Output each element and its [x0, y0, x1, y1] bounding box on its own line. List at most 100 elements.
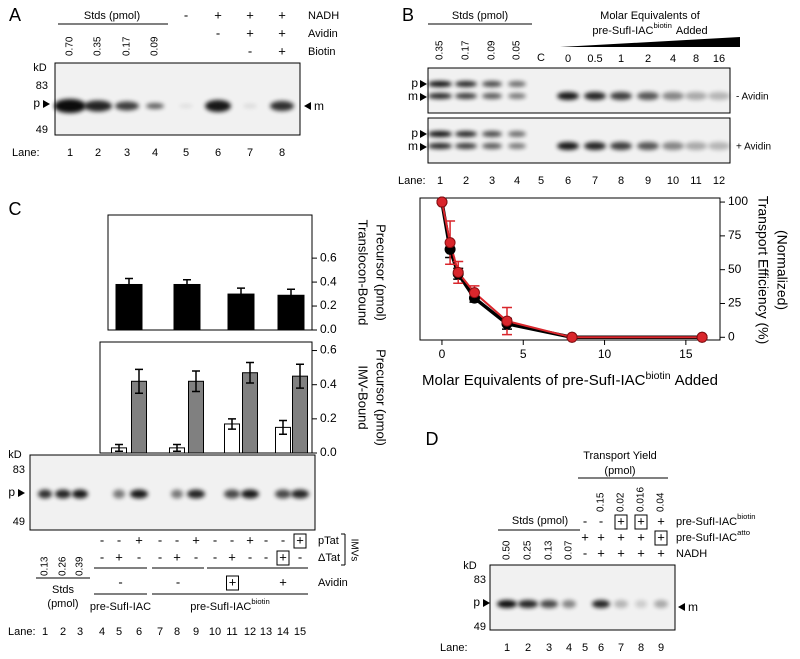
- gel-band: [584, 142, 606, 150]
- sign: +: [246, 25, 254, 40]
- lane-number: 4: [99, 626, 105, 638]
- gel-band: [610, 92, 632, 100]
- sign: +: [657, 545, 665, 560]
- row-name: ΔTat: [318, 552, 340, 564]
- panel-label: C: [9, 199, 22, 219]
- lane-number: 12: [244, 626, 256, 638]
- gel-band: [146, 103, 164, 109]
- sign: -: [176, 574, 180, 589]
- sign: +: [617, 529, 625, 544]
- yield-amount: 0.15: [596, 492, 607, 512]
- y-tick-label: 0.6: [320, 250, 337, 264]
- lane-number: 11: [690, 175, 701, 187]
- yield-amount: 0.04: [656, 492, 667, 512]
- gel-band: [179, 104, 193, 108]
- sign: +: [135, 532, 143, 547]
- arrow: [43, 100, 50, 108]
- lane-title: Lane:: [398, 175, 426, 187]
- gel-band: [557, 142, 579, 150]
- sign: -: [158, 549, 162, 564]
- lane-number: 3: [546, 642, 552, 654]
- error-bar: [296, 363, 304, 389]
- label-text: pre-SufI-IAC: [676, 532, 737, 544]
- sign: +: [115, 549, 123, 564]
- y-axis-label: Transport Efficiency (%): [755, 196, 771, 345]
- lane-number: 3: [489, 175, 495, 187]
- sign: +: [246, 7, 254, 22]
- y-tick-label: 0.0: [320, 445, 337, 459]
- gel-band: [482, 93, 502, 99]
- lane-title: Lane:: [8, 626, 36, 638]
- sign: -: [184, 7, 188, 22]
- sign-box: [634, 514, 648, 530]
- gel-band: [428, 143, 452, 149]
- equivalent: 4: [670, 53, 676, 65]
- yield-amount: 0.016: [636, 487, 647, 512]
- error-bar: [173, 443, 181, 453]
- gel-band: [592, 600, 610, 608]
- error-bar: [287, 288, 295, 302]
- panel-label: B: [402, 5, 414, 25]
- std-amount: 0.13: [40, 556, 51, 576]
- label: p: [473, 595, 480, 609]
- sign: +: [246, 532, 254, 547]
- sign: -: [248, 43, 252, 58]
- gel-band: [614, 600, 628, 608]
- y-axis-label: Translocon-Bound: [356, 220, 371, 326]
- label: m: [408, 89, 418, 103]
- y-tick-label: 75: [728, 228, 742, 242]
- gel-band: [130, 489, 148, 499]
- label-text: pre-SufI-IAC: [90, 601, 151, 613]
- sign: +: [637, 513, 645, 528]
- error-bar: [279, 419, 287, 435]
- lane-number: 1: [437, 175, 443, 187]
- gel-band: [187, 489, 205, 499]
- gel-band: [205, 100, 231, 112]
- equivalent: 16: [713, 53, 725, 65]
- stds-label: (pmol): [47, 598, 78, 610]
- gel: [427, 67, 731, 114]
- label-text: ΔTat: [318, 552, 340, 564]
- error-bar: [115, 443, 123, 453]
- lane-number: 12: [713, 175, 725, 187]
- lane-number: 11: [226, 626, 237, 638]
- superscript: biotin: [737, 512, 755, 521]
- sign: +: [617, 513, 625, 528]
- y-tick-label: 25: [728, 296, 742, 310]
- gel-band: [482, 143, 502, 149]
- label-text: Avidin: [318, 577, 348, 589]
- kd-label: kD: [463, 560, 477, 572]
- bar: [115, 283, 143, 331]
- std-amount: 0.17: [122, 36, 133, 56]
- data-point: [501, 315, 513, 327]
- std-amount: 0.13: [544, 540, 555, 560]
- x-axis-label: Molar Equivalents of pre-SufI-IACbiotin A…: [422, 370, 718, 389]
- error-bar: [237, 287, 245, 301]
- gel-band: [291, 489, 309, 499]
- lane-number: 10: [209, 626, 221, 638]
- sign: +: [214, 7, 222, 22]
- gel-band: [171, 489, 183, 499]
- label-tail: Added: [675, 372, 718, 389]
- std-amount: 0.39: [75, 556, 86, 576]
- gel-band: [455, 93, 477, 99]
- yield-amount: 0.02: [616, 492, 627, 512]
- row-name: Avidin: [318, 577, 348, 589]
- header: (pmol): [604, 465, 635, 477]
- construct-label: pre-SufI-IAC: [90, 601, 151, 613]
- x-tick-label: 10: [598, 347, 612, 361]
- superscript: atto: [737, 528, 750, 537]
- gel-band: [482, 131, 502, 137]
- y-axis-label: IMV-Bound: [356, 365, 371, 429]
- sign-box: [226, 575, 239, 591]
- gel-band: [562, 600, 576, 608]
- sign: +: [657, 513, 665, 528]
- lane-number: 13: [260, 626, 272, 638]
- lane-number: 4: [152, 147, 158, 159]
- lane-number: 9: [658, 642, 664, 654]
- lane-number: 5: [183, 147, 189, 159]
- sign: -: [137, 549, 141, 564]
- sign: +: [278, 25, 286, 40]
- superscript: biotin: [645, 370, 670, 382]
